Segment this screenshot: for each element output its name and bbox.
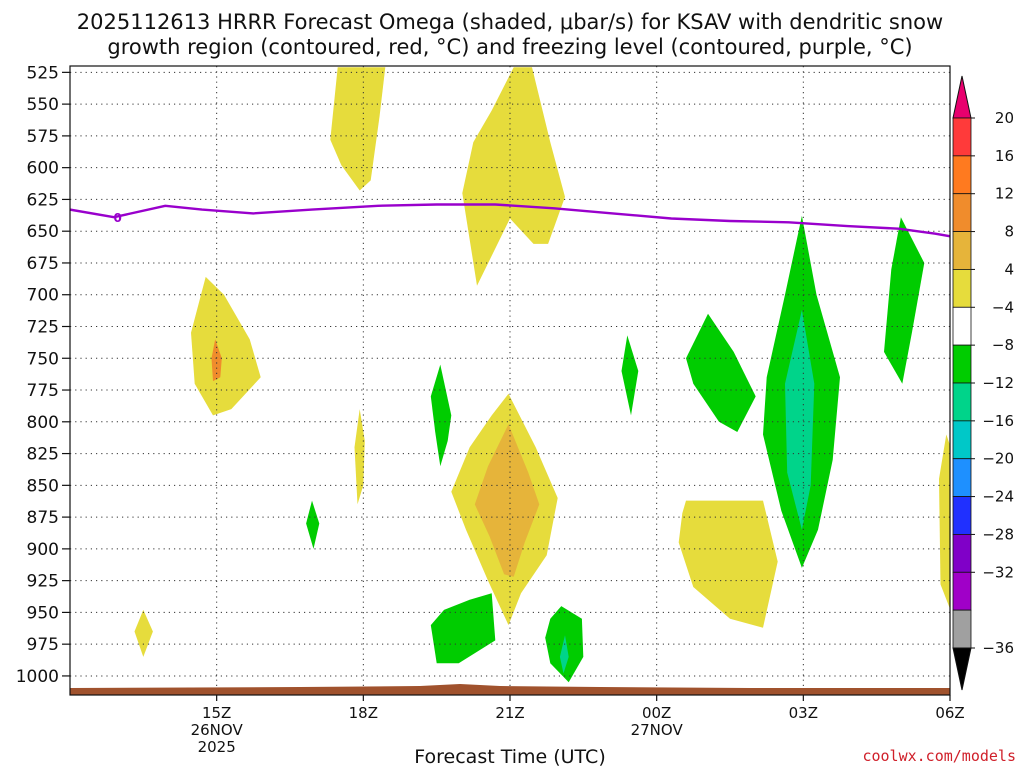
y-axis-ticks: 525 550 575 600 625 650 675 700 725 750 775 800 825 8… xyxy=(16,63,70,687)
y-tick-label-18: 975 xyxy=(27,635,59,655)
y-tick-label-7: 700 xyxy=(27,286,59,306)
colorbar-label-10: −24 xyxy=(982,488,1014,506)
x-axis-label: Forecast Time (UTC) xyxy=(414,746,605,768)
colorbar-swatch-3 xyxy=(952,231,972,270)
y-tick-label-9: 750 xyxy=(27,349,59,369)
colorbar-swatch-6 xyxy=(952,344,972,384)
colorbar-label-1: 16 xyxy=(995,147,1014,165)
colorbar-swatch-2 xyxy=(952,193,972,232)
freezing-level-label: 0 xyxy=(113,211,121,225)
colorbar-swatch-12 xyxy=(952,571,972,611)
omega-region-18 xyxy=(785,310,815,530)
colorbar-swatch-9 xyxy=(952,458,972,497)
colorbar-label-5: −4 xyxy=(992,298,1014,316)
omega-region-14 xyxy=(559,635,569,674)
omega-region-3 xyxy=(211,339,222,382)
y-tick-label-14: 875 xyxy=(27,508,59,528)
y-tick-label-8: 725 xyxy=(27,317,59,337)
colorbar-swatch-11 xyxy=(952,534,972,573)
y-tick-label-16: 925 xyxy=(27,572,59,592)
y-tick-label-6: 675 xyxy=(27,254,59,274)
colorbar-label-8: −16 xyxy=(982,412,1014,430)
omega-region-12 xyxy=(430,593,496,664)
y-tick-label-15: 900 xyxy=(27,540,59,560)
contour-line-layer: 0 xyxy=(70,203,950,238)
omega-region-11 xyxy=(430,364,452,467)
x-tick-date-3: 27NOV xyxy=(631,721,684,739)
colorbar-swatch-0 xyxy=(952,117,972,157)
colorbar-label-9: −20 xyxy=(982,450,1014,468)
y-tick-label-2: 575 xyxy=(27,127,59,147)
x-tick-label-5: 06Z xyxy=(935,704,964,722)
y-tick-label-11: 800 xyxy=(27,413,59,433)
y-tick-label-12: 825 xyxy=(27,445,59,465)
omega-region-4 xyxy=(354,409,365,505)
colorbar-swatch-7 xyxy=(952,382,972,422)
y-tick-label-10: 775 xyxy=(27,381,59,401)
omega-region-8 xyxy=(939,434,950,609)
colorbar-label-0: 20 xyxy=(995,109,1014,127)
colorbar-top-triangle xyxy=(952,75,972,119)
x-tick-label-0: 15Z xyxy=(202,704,231,722)
colorbar-swatch-8 xyxy=(952,420,972,460)
colorbar-swatch-10 xyxy=(952,496,972,535)
colorbar-label-7: −12 xyxy=(982,374,1014,392)
x-tick-label-4: 03Z xyxy=(789,704,818,722)
credit-text: coolwx.com/models xyxy=(862,747,1016,765)
y-tick-label-0: 525 xyxy=(27,63,59,83)
omega-region-1 xyxy=(462,67,565,286)
colorbar-label-4: 4 xyxy=(1004,260,1014,278)
x-tick-label-3: 00Z xyxy=(642,704,671,722)
omega-region-9 xyxy=(134,609,153,657)
gridlines xyxy=(70,66,951,695)
y-tick-label-4: 625 xyxy=(27,190,59,210)
terrain-surface xyxy=(70,684,950,695)
chart-title-line-2: growth region (contoured, red, °C) and f… xyxy=(107,35,912,59)
terrain-layer xyxy=(70,684,950,695)
colorbar-label-13: −36 xyxy=(982,639,1014,657)
omega-region-2 xyxy=(191,276,261,416)
colorbar-label-6: −8 xyxy=(992,336,1014,354)
colorbar-swatch-5 xyxy=(952,306,972,346)
y-tick-label-5: 650 xyxy=(27,222,59,242)
colorbar-swatch-4 xyxy=(952,269,972,308)
y-tick-label-13: 850 xyxy=(27,476,59,496)
y-tick-label-3: 600 xyxy=(27,159,59,179)
x-tick-label-1: 18Z xyxy=(349,704,378,722)
omega-region-16 xyxy=(686,313,756,432)
colorbar-swatch-1 xyxy=(952,155,972,195)
y-tick-label-19: 1000 xyxy=(16,667,59,687)
omega-region-15 xyxy=(621,335,639,416)
colorbar-label-12: −32 xyxy=(982,563,1014,581)
x-tick-date-0: 26NOV xyxy=(191,721,244,739)
y-tick-label-1: 550 xyxy=(27,95,59,115)
colorbar-label-2: 12 xyxy=(995,185,1014,203)
omega-region-0 xyxy=(330,67,386,191)
freezing-level-line xyxy=(70,203,950,238)
colorbar-swatch-13 xyxy=(952,609,972,649)
omega-region-10 xyxy=(306,500,320,549)
x-tick-year-0: 2025 xyxy=(198,738,236,756)
colorbar: 20 16 12 8 4 −4 −8 −12 −16 −20 −24 −28 −32 −36 xyxy=(952,75,1014,691)
chart-title-line-1: 2025112613 HRRR Forecast Omega (shaded, … xyxy=(77,10,943,34)
colorbar-label-11: −28 xyxy=(982,525,1014,543)
omega-region-19 xyxy=(884,217,925,384)
omega-region-7 xyxy=(678,500,778,628)
x-tick-label-2: 21Z xyxy=(495,704,524,722)
omega-region-6 xyxy=(474,424,540,577)
omega-shading-layer xyxy=(134,67,950,683)
colorbar-bottom-triangle xyxy=(952,647,972,691)
y-tick-label-17: 950 xyxy=(27,603,59,623)
colorbar-label-3: 8 xyxy=(1004,223,1014,241)
